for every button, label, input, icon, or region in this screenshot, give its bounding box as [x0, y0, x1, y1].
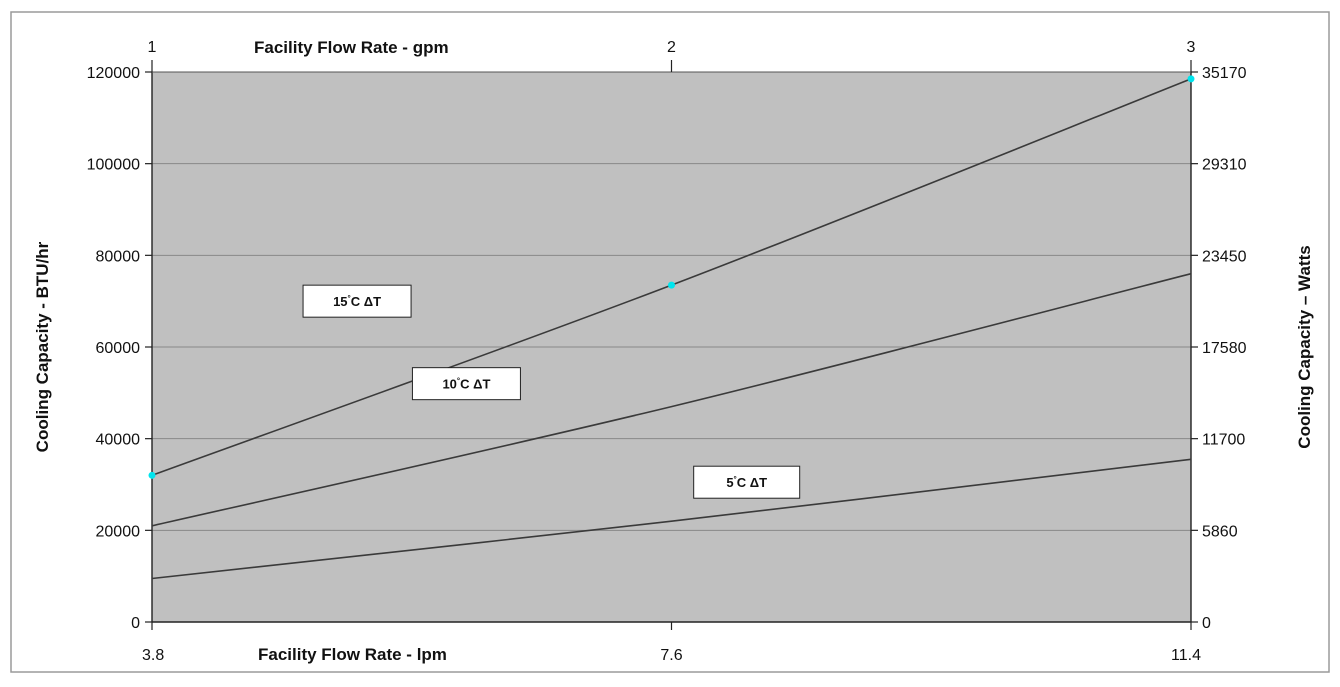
series-lines: [148, 75, 1195, 580]
series-label-text: 15°C ΔT: [333, 294, 381, 309]
series-label-text: 10°C ΔT: [442, 377, 490, 392]
x-axis-title-bottom: Facility Flow Rate - lpm: [258, 645, 447, 664]
y-tick-label-right: 23450: [1202, 248, 1247, 265]
series-line-2: [151, 272, 1192, 527]
data-point-marker: [668, 281, 675, 289]
data-point-marker: [148, 471, 156, 479]
axes: 0 0 20000 5860 40000 11700 60000 17580 80000 2345…: [87, 39, 1247, 664]
series-label-background: [411, 367, 521, 401]
series-label-text: 5°C ΔT: [726, 475, 767, 490]
series-label-box-1: 15°C ΔT: [302, 284, 412, 318]
series-label-box-3: 5°C ΔT: [693, 465, 801, 499]
y-tick-label-left: 20000: [96, 523, 141, 540]
y-axis-title-right: Cooling Capacity – Watts: [1295, 245, 1314, 448]
series-label-background: [693, 465, 801, 499]
y-tick-label-left: 0: [131, 615, 140, 632]
series-label-background: [302, 284, 412, 318]
x-tick-label-bottom: 7.6: [660, 647, 682, 664]
series-labels: 15°C ΔT 10°C ΔT 5°C ΔT: [302, 284, 801, 499]
x-tick-label-bottom: 3.8: [142, 647, 164, 664]
x-tick-label-top: 2: [667, 39, 676, 56]
y-tick-label-left: 100000: [87, 157, 140, 174]
y-tick-label-right: 35170: [1202, 65, 1247, 82]
y-tick-label-right: 17580: [1202, 340, 1247, 357]
series-line-3: [151, 458, 1192, 580]
y-tick-label-left: 120000: [87, 65, 140, 82]
x-tick-label-top: 3: [1187, 39, 1196, 56]
x-tick-label-top: 1: [148, 39, 157, 56]
y-tick-label-right: 29310: [1202, 157, 1247, 174]
x-tick-label-bottom: 11.4: [1171, 647, 1201, 664]
y-tick-label-left: 40000: [96, 432, 141, 449]
x-axis-title-top: Facility Flow Rate - gpm: [254, 38, 449, 57]
data-point-marker: [1187, 75, 1195, 83]
y-tick-label-left: 80000: [96, 248, 141, 265]
y-tick-label-right: 5860: [1202, 523, 1238, 540]
series-label-box-2: 10°C ΔT: [411, 367, 521, 401]
y-tick-label-left: 60000: [96, 340, 141, 357]
y-tick-label-right: 0: [1202, 615, 1211, 632]
grid-lines: [152, 163, 1191, 531]
y-tick-label-right: 11700: [1202, 432, 1245, 449]
y-axis-title-left: Cooling Capacity - BTU/hr: [33, 241, 52, 452]
